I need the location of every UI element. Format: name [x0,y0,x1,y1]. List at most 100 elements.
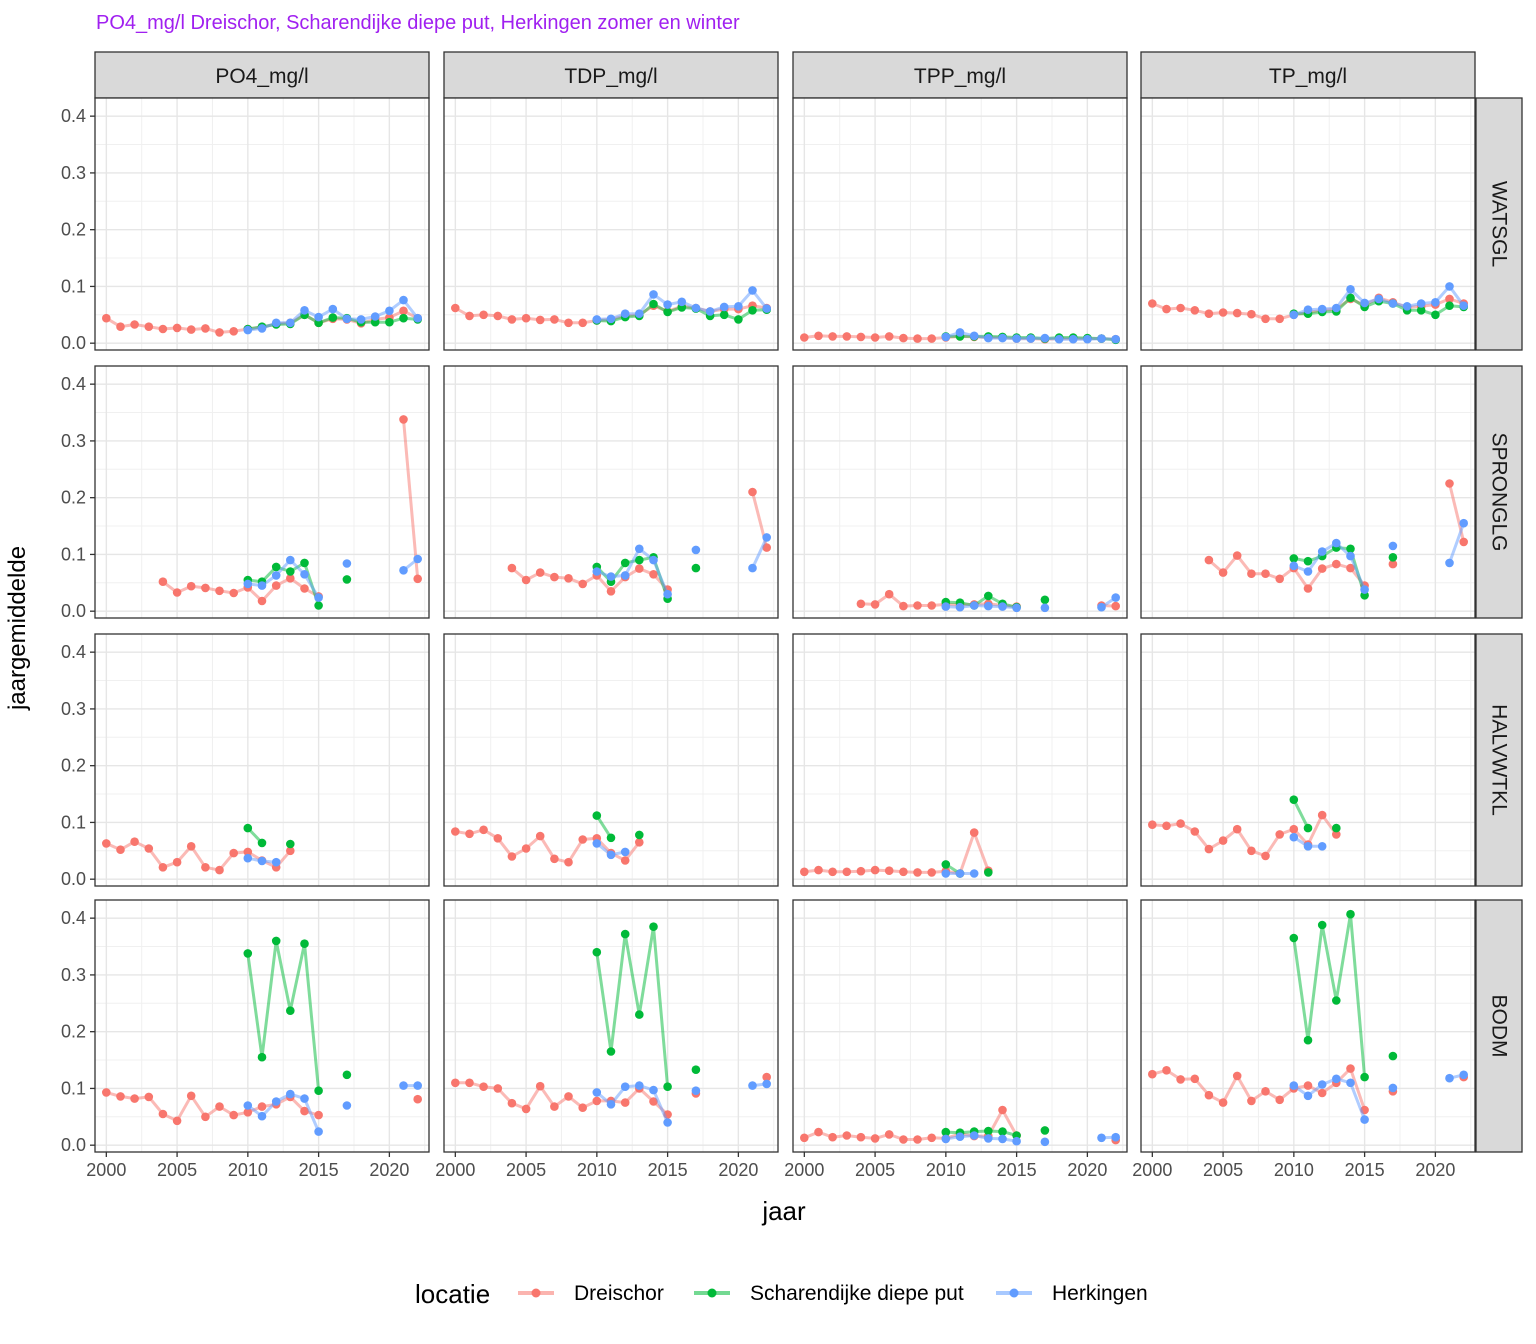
x-tick-label: 2020 [718,1160,758,1180]
data-point-herkingen [649,555,658,565]
data-point-scharendijke-diepe-put [592,947,602,957]
data-point-scharendijke-diepe-put [257,1052,267,1062]
data-point-dreischor [1459,537,1468,547]
panel-border [792,899,1128,1153]
x-axis-label: jaar [762,1196,806,1226]
data-point-herkingen [663,1118,672,1127]
data-point-herkingen [620,1082,630,1091]
data-point-dreischor [899,601,908,611]
data-point-herkingen [635,309,644,319]
data-point-herkingen [314,312,323,322]
series-line-scharendijke-diepe-put [246,939,321,1091]
data-point-dreischor [314,1110,323,1120]
series-line-scharendijke-diepe-put [595,925,670,1087]
panel-border [792,633,1128,887]
panel-border [1140,97,1476,351]
data-point-scharendijke-diepe-put [385,317,394,327]
data-point-dreischor [1162,1066,1171,1075]
facet-label-watsgl: WATSGL [1488,181,1511,267]
data-point-dreischor [1111,601,1120,611]
panel-border [94,633,430,887]
data-point-dreischor [201,863,210,872]
panel-border [1140,633,1476,887]
series-line-herkingen [1448,522,1466,564]
data-point-dreischor [186,842,196,851]
data-point-herkingen [286,1089,295,1099]
data-point-herkingen [677,297,687,307]
data-point-herkingen [1388,541,1398,551]
data-point-herkingen [969,601,979,610]
data-point-dreischor [1176,303,1185,313]
data-point-dreischor [1261,569,1270,578]
data-point-herkingen [1459,1070,1468,1080]
data-point-dreischor [300,1106,309,1116]
data-point-dreischor [592,1096,602,1106]
data-point-herkingen [984,333,993,343]
facet-strip-spronglg [1475,365,1523,619]
data-point-herkingen [1360,585,1369,594]
y-tick-label: 0.0 [61,333,86,353]
data-point-dreischor [102,839,111,848]
data-point-herkingen [328,304,338,314]
data-point-dreischor [451,827,460,836]
y-tick-label: 0.3 [61,965,86,985]
data-point-dreischor [158,577,168,586]
data-point-dreischor [130,1094,139,1103]
data-point-dreischor [300,584,309,593]
data-point-herkingen [1303,567,1313,576]
legend-key-scharendijke [694,1288,730,1298]
data-point-scharendijke-diepe-put [719,310,729,320]
data-point-herkingen [620,847,630,857]
data-point-dreischor [451,1078,460,1088]
data-point-scharendijke-diepe-put [1445,301,1454,311]
data-point-herkingen [243,853,253,863]
legend-key-dreischor [518,1288,554,1298]
series-line-dreischor [1151,1067,1367,1111]
x-tick-label: 2015 [1345,1160,1385,1180]
data-point-herkingen [998,333,1007,343]
data-point-herkingen [1346,1078,1355,1088]
data-point-herkingen [1445,1073,1454,1083]
facet-label-po4-mg-l: PO4_mg/l [215,65,308,88]
data-point-dreischor [635,564,644,573]
data-point-dreischor [913,601,922,610]
data-point-herkingen [606,314,616,324]
data-point-scharendijke-diepe-put [257,838,267,848]
data-point-herkingen [300,1094,309,1103]
data-point-dreischor [828,867,837,877]
data-point-herkingen [969,331,979,341]
panel-background [444,900,778,1152]
data-point-dreischor [158,324,168,334]
data-point-dreischor [493,834,503,843]
data-point-herkingen [1445,558,1454,568]
data-point-scharendijke-diepe-put [243,949,253,958]
data-point-herkingen [941,602,951,611]
data-point-herkingen [592,839,602,848]
series-line-dreischor [105,1090,320,1123]
data-point-dreischor [564,318,573,328]
y-tick-label: 0.4 [61,908,86,928]
y-tick-label: 0.2 [61,488,86,508]
data-point-dreischor [507,852,517,861]
data-point-scharendijke-diepe-put [998,1127,1007,1136]
data-point-dreischor [243,847,253,857]
data-point-dreischor [1275,830,1284,839]
data-point-scharendijke-diepe-put [606,833,616,843]
y-tick-label: 0.1 [61,812,86,832]
data-point-herkingen [399,1081,408,1090]
data-point-dreischor [271,581,281,590]
data-point-dreischor [814,1127,823,1137]
panel-border [94,365,430,619]
data-point-dreischor [521,575,531,585]
data-point-herkingen [1303,305,1313,315]
data-point-dreischor [1218,1098,1228,1107]
data-point-scharendijke-diepe-put [286,567,295,576]
data-point-herkingen [1068,334,1078,344]
data-point-herkingen [998,1134,1007,1144]
data-point-scharendijke-diepe-put [941,860,951,869]
data-point-dreischor [1190,1074,1200,1084]
data-point-dreischor [507,1098,517,1108]
data-point-herkingen [592,567,602,576]
data-point-dreischor [1148,1069,1157,1079]
y-tick-label: 0.4 [61,642,86,662]
